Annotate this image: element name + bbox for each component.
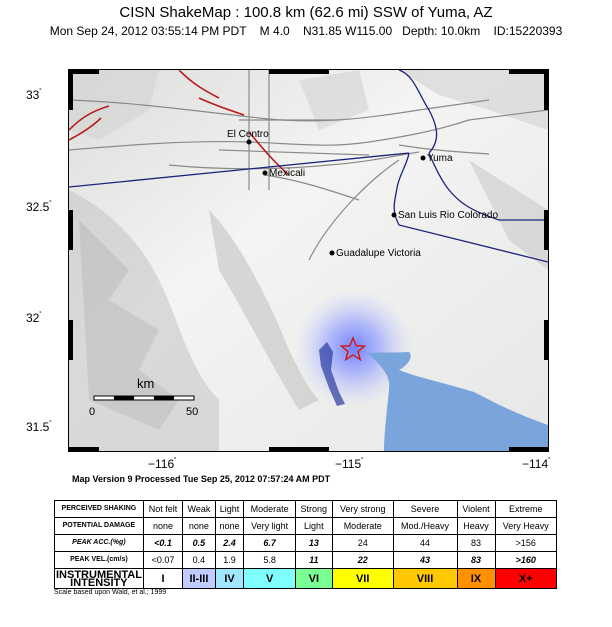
intensity-swatch: X+ [494, 568, 558, 589]
lat-label-32: 32˚ [26, 311, 42, 325]
legend-row-intensity: INSTRUMENTAL INTENSITY I II-III IV V VI … [54, 568, 558, 589]
intensity-swatch: VII [331, 568, 394, 589]
borders [69, 70, 548, 263]
map-canvas: El Centro Mexicali Yuma San Luis Rio Col… [69, 70, 548, 451]
intensity-legend: PERCEIVED SHAKING Not felt Weak Light Mo… [54, 500, 558, 589]
intensity-swatch: II-III [182, 568, 216, 589]
legend-row-damage: POTENTIAL DAMAGE none none none Very lig… [54, 517, 558, 535]
lat-label-33: 33˚ [26, 88, 42, 102]
terrain-relief [69, 70, 548, 451]
map-title: CISN ShakeMap : 100.8 km (62.6 mi) SSW o… [119, 4, 493, 21]
scale-note: Scale based upon Wald, et al.; 1999 [54, 589, 167, 596]
shakemap[interactable]: El Centro Mexicali Yuma San Luis Rio Col… [68, 69, 549, 452]
intensity-swatch: IV [214, 568, 245, 589]
lon-label-116: −116˚ [148, 457, 177, 471]
scale-bar: km 0 50 [89, 376, 198, 418]
legend-row-shaking: PERCEIVED SHAKING Not felt Weak Light Mo… [54, 500, 558, 518]
intensity-contour [294, 288, 414, 408]
city-label-san-luis-rio-colorado: San Luis Rio Colorado [398, 210, 498, 221]
lon-label-115: −115˚ [335, 457, 364, 471]
city-label-mexicali: Mexicali [269, 168, 305, 179]
svg-text:50: 50 [186, 406, 198, 418]
city-label-yuma: Yuma [427, 153, 453, 164]
event-subtitle: Mon Sep 24, 2012 03:55:14 PM PDT M 4.0 N… [49, 24, 563, 38]
map-version: Map Version 9 Processed Tue Sep 25, 2012… [72, 474, 331, 484]
faults [69, 70, 290, 176]
city-label-guadalupe-victoria: Guadalupe Victoria [336, 248, 421, 259]
city-markers [246, 139, 426, 256]
lat-label-31-5: 31.5˚ [26, 420, 52, 434]
intensity-swatch: VI [294, 568, 333, 589]
map-frame-ticks [69, 70, 548, 451]
intensity-swatch: V [243, 568, 296, 589]
gulf-of-california [367, 352, 548, 451]
svg-text:km: km [137, 376, 154, 391]
intensity-swatch: VIII [392, 568, 458, 589]
star-icon[interactable] [339, 336, 367, 362]
svg-text:0: 0 [89, 406, 95, 418]
intensity-swatch: I [142, 568, 184, 589]
legend-row-peak-acc: PEAK ACC.(%g) <0.1 0.5 2.4 6.7 13 24 44 … [54, 534, 558, 552]
city-label-el-centro: El Centro [227, 129, 269, 140]
intensity-swatch: IX [456, 568, 496, 589]
lon-label-114: −114˚ [522, 457, 551, 471]
lat-label-32-5: 32.5˚ [26, 200, 52, 214]
roads [69, 70, 548, 261]
intensity-hotspot [319, 342, 345, 406]
legend-row-peak-vel: PEAK VEL.(cm/s) <0.07 0.4 1.9 5.8 11 22 … [54, 551, 558, 569]
